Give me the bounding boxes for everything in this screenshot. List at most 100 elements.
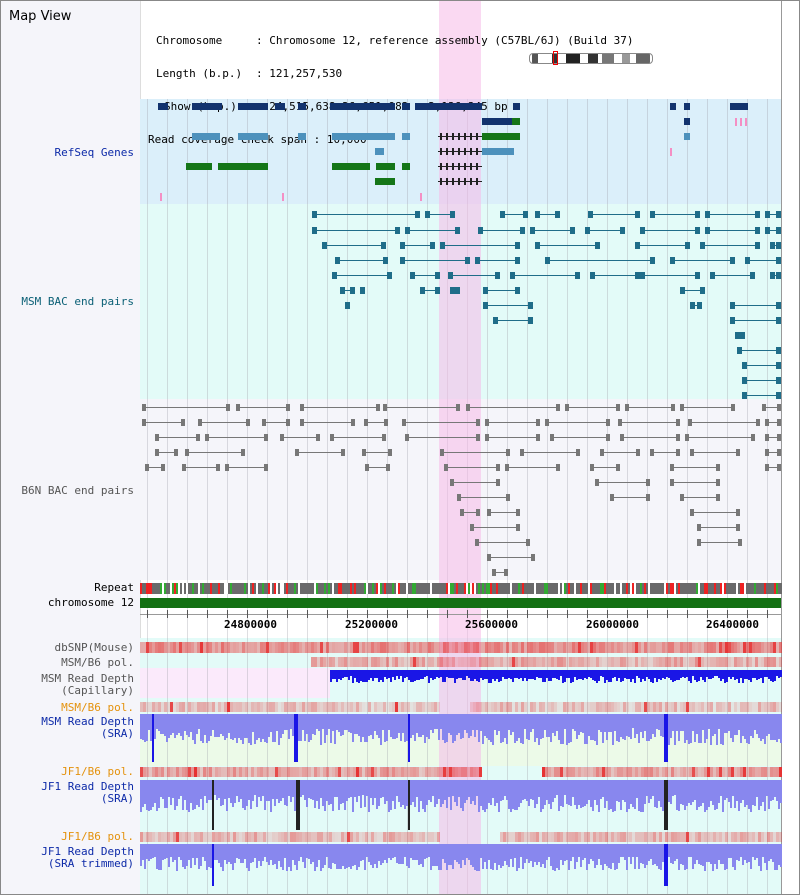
msm-b6-pol-heat-row-2[interactable] bbox=[140, 702, 782, 712]
depth-bar bbox=[506, 780, 508, 800]
heat-cell bbox=[437, 832, 440, 842]
depth-bar bbox=[240, 844, 242, 863]
heat-cell bbox=[146, 702, 149, 712]
msm-depth-capillary-plot[interactable] bbox=[140, 670, 782, 690]
heat-cell bbox=[296, 767, 299, 777]
b6n-bac-end bbox=[697, 524, 701, 531]
msm-bac-pair-line bbox=[705, 230, 760, 231]
repeat-block bbox=[556, 583, 558, 594]
heat-cell bbox=[242, 832, 245, 842]
depth-bar bbox=[206, 714, 208, 743]
depth-bar bbox=[758, 844, 760, 866]
refseq-gene-feature bbox=[275, 103, 285, 110]
depth-bar bbox=[426, 670, 428, 676]
depth-bar bbox=[562, 780, 564, 807]
repeat-block bbox=[152, 583, 154, 594]
refseq-gene-exon bbox=[476, 148, 478, 155]
repeat-track[interactable] bbox=[140, 583, 782, 594]
b6n-bac-end bbox=[492, 569, 496, 576]
heat-cell bbox=[488, 702, 491, 712]
msm-bac-pair-line bbox=[530, 230, 575, 231]
chromosome-ideogram[interactable] bbox=[529, 53, 653, 64]
axis-tick-mark bbox=[447, 610, 448, 618]
axis-tick-mark bbox=[727, 610, 728, 618]
depth-bar bbox=[450, 714, 452, 735]
track-label-msm-b6-pol-2[interactable]: MSM/B6 pol. bbox=[61, 701, 134, 714]
b6n-bac-pair-line bbox=[625, 407, 675, 408]
msm-bac-end bbox=[770, 272, 775, 279]
track-label-msm-b6-pol[interactable]: MSM/B6 pol. bbox=[61, 656, 134, 669]
heat-cell bbox=[161, 767, 164, 777]
heat-cell bbox=[287, 767, 290, 777]
jf1-depth-trimmed-plot[interactable] bbox=[140, 844, 782, 886]
track-label-jf1-depth-trim[interactable]: JF1 Read Depth bbox=[41, 845, 134, 858]
track-label-jf1-depth-sra[interactable]: JF1 Read Depth bbox=[41, 780, 134, 793]
depth-bar bbox=[182, 714, 184, 740]
depth-bar bbox=[590, 714, 592, 740]
heat-cell bbox=[521, 642, 524, 653]
heat-cell bbox=[704, 832, 707, 842]
heat-cell bbox=[371, 657, 374, 667]
repeat-block bbox=[390, 583, 392, 594]
repeat-block bbox=[232, 583, 234, 594]
depth-bar bbox=[574, 780, 576, 805]
msm-depth-sra-plot[interactable] bbox=[140, 714, 782, 762]
depth-bar bbox=[506, 670, 508, 679]
msm-bac-end bbox=[776, 362, 781, 369]
repeat-block bbox=[442, 583, 444, 594]
depth-bar bbox=[400, 670, 402, 676]
msm-b6-pol-heat-row[interactable] bbox=[140, 657, 782, 667]
refseq-gene-feature bbox=[402, 103, 410, 110]
heat-cell bbox=[164, 832, 167, 842]
heat-cell bbox=[716, 832, 719, 842]
track-label-jf1-b6-pol[interactable]: JF1/B6 pol. bbox=[61, 765, 134, 778]
repeat-block bbox=[378, 583, 380, 594]
heat-cell bbox=[416, 702, 419, 712]
depth-bar bbox=[484, 670, 486, 679]
depth-bar bbox=[268, 844, 270, 865]
heat-cell bbox=[536, 832, 539, 842]
heat-cell bbox=[533, 657, 536, 667]
track-label-refseq[interactable]: RefSeq Genes bbox=[54, 146, 134, 159]
heat-cell bbox=[398, 642, 401, 653]
msm-bac-pair-line bbox=[400, 260, 470, 261]
heat-cell bbox=[470, 702, 473, 712]
depth-bar bbox=[650, 670, 652, 682]
depth-bar bbox=[488, 844, 490, 860]
depth-bar bbox=[754, 670, 756, 678]
depth-bar bbox=[274, 844, 276, 864]
depth-bar bbox=[632, 844, 634, 857]
track-label-dbsnp[interactable]: dbSNP(Mouse) bbox=[54, 641, 134, 654]
depth-bar bbox=[736, 670, 738, 679]
track-label-jf1-b6-pol-2[interactable]: JF1/B6 pol. bbox=[61, 830, 134, 843]
b6n-bac-end bbox=[236, 404, 240, 411]
jf1-b6-pol-heat-row-2[interactable] bbox=[140, 832, 782, 842]
dbsnp-heat-row[interactable] bbox=[140, 642, 782, 653]
heat-cell bbox=[164, 767, 167, 777]
repeat-block bbox=[778, 583, 780, 594]
jf1-b6-pol-heat-row[interactable] bbox=[140, 767, 782, 777]
heat-cell bbox=[284, 702, 287, 712]
heat-cell bbox=[140, 767, 143, 777]
depth-bar bbox=[434, 780, 436, 807]
heat-cell bbox=[746, 657, 749, 667]
axis-tick-mark bbox=[607, 610, 608, 618]
track-label-msm-bac[interactable]: MSM BAC end pairs bbox=[21, 295, 134, 308]
heat-cell bbox=[176, 832, 179, 842]
heat-cell bbox=[155, 767, 158, 777]
heat-cell bbox=[392, 642, 395, 653]
heat-cell bbox=[491, 657, 494, 667]
jf1-depth-sra-plot[interactable] bbox=[140, 780, 782, 830]
track-label-msm-depth-cap[interactable]: MSM Read Depth bbox=[41, 672, 134, 685]
repeat-block bbox=[678, 583, 680, 594]
heat-cell bbox=[368, 642, 371, 653]
heat-cell bbox=[182, 642, 185, 653]
track-label-repeat[interactable]: Repeat bbox=[94, 581, 134, 594]
heat-cell bbox=[335, 657, 338, 667]
depth-bar bbox=[176, 780, 178, 806]
depth-bar bbox=[580, 670, 582, 679]
depth-bar bbox=[260, 714, 262, 742]
track-label-b6n-bac[interactable]: B6N BAC end pairs bbox=[21, 484, 134, 497]
b6n-bac-pair-line bbox=[300, 407, 380, 408]
track-label-msm-depth-sra[interactable]: MSM Read Depth bbox=[41, 715, 134, 728]
